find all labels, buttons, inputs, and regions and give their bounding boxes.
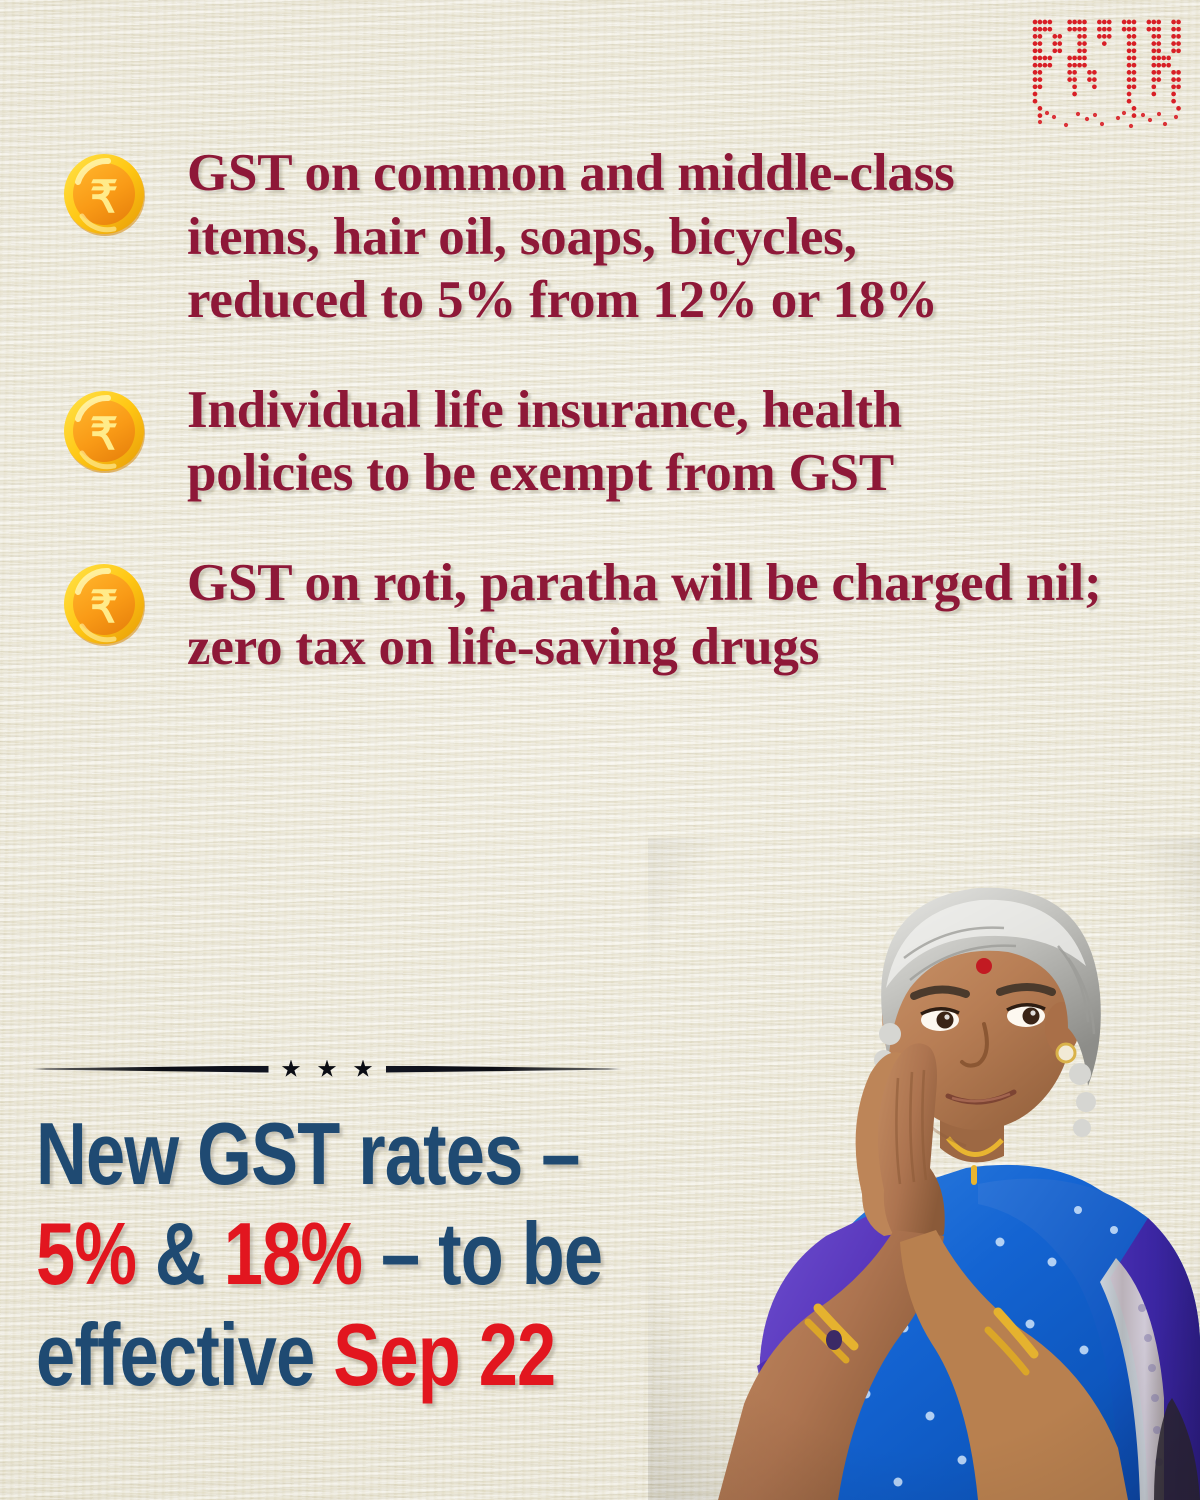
bullet-list: ₹ GST on common and middle-class items, … [0, 142, 1180, 725]
headline-line-1: New GST rates – [36, 1104, 580, 1204]
divider-line-right [385, 1065, 622, 1073]
headline: New GST rates – 5% & 18% – to be effecti… [36, 1104, 603, 1405]
bullet-item: ₹ GST on common and middle-class items, … [0, 142, 1180, 333]
bullet-item: ₹ GST on roti, paratha will be charged n… [0, 552, 1180, 679]
rupee-coin-icon: ₹ [62, 562, 148, 648]
svg-text:₹: ₹ [90, 410, 118, 459]
headline-run-navy: & [136, 1204, 224, 1304]
svg-text:₹: ₹ [90, 173, 118, 222]
star-icon [281, 1059, 301, 1077]
headline-run-navy: effective [36, 1304, 334, 1404]
bullet-text: GST on roti, paratha will be charged nil… [187, 553, 1102, 676]
section-divider [32, 1058, 622, 1080]
headline-run-red: 18% [223, 1204, 363, 1304]
headline-line-3: effective Sep 22 [36, 1305, 564, 1405]
rupee-coin-icon: ₹ [62, 389, 148, 475]
svg-text:₹: ₹ [90, 583, 118, 632]
divider-stars [281, 1059, 373, 1079]
bullet-text: GST on common and middle-class items, ha… [187, 144, 955, 330]
bullet-item: ₹ Individual life insurance, health poli… [0, 379, 1180, 506]
headline-run-navy: – to be [362, 1204, 603, 1304]
star-icon [317, 1059, 337, 1077]
headline-run-red: Sep 22 [333, 1304, 556, 1404]
bullet-text: Individual life insurance, health polici… [187, 380, 902, 503]
finance-minister-photo [648, 838, 1200, 1500]
divider-line-left [32, 1065, 269, 1073]
headline-run-red: 5% [36, 1204, 137, 1304]
rupee-coin-icon: ₹ [62, 152, 148, 238]
star-icon [353, 1059, 373, 1077]
headline-run-navy: New GST rates – [36, 1104, 580, 1203]
pti-logo [1032, 18, 1182, 129]
headline-line-2: 5% & 18% – to be [36, 1204, 603, 1304]
